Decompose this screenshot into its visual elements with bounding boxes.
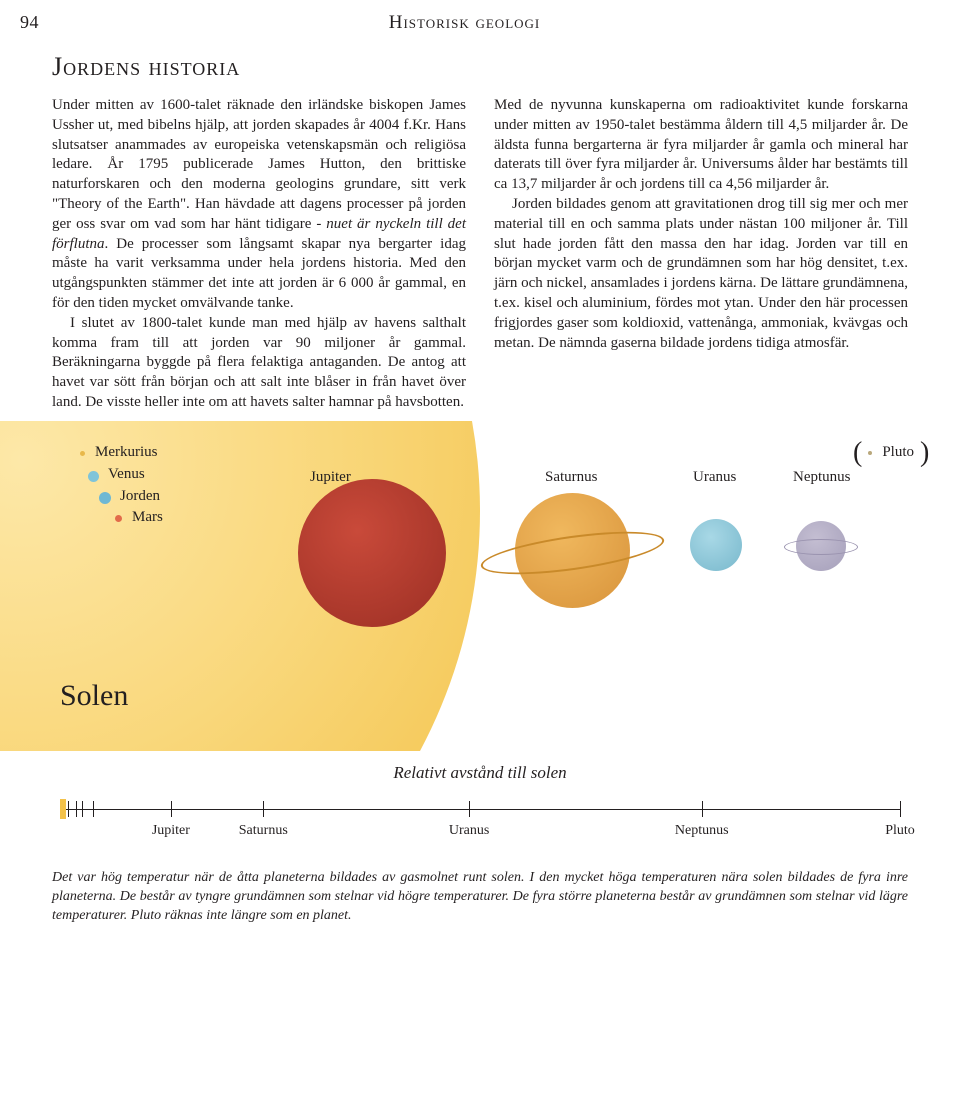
paragraph: Med de nyvunna kunskaperna om radioaktiv…: [494, 96, 908, 195]
paragraph: Under mitten av 1600-talet räknade den i…: [52, 96, 466, 314]
planet-label: Mars: [132, 509, 163, 526]
venus-icon: [88, 471, 99, 482]
axis-label: Saturnus: [239, 823, 288, 839]
page-number: 94: [20, 12, 39, 33]
axis-line: [60, 809, 900, 810]
planet-label: Jupiter: [310, 469, 351, 486]
sun-tick-icon: [60, 799, 66, 819]
pluto-icon: [868, 451, 872, 455]
solar-system-diagram: Merkurius Venus Jorden Mars Jupiter Satu…: [0, 421, 960, 751]
distance-title: Relativt avstånd till solen: [52, 763, 908, 783]
axis-tick: [171, 801, 172, 817]
planet-label: Jorden: [120, 488, 160, 505]
axis-tick: [263, 801, 264, 817]
axis-tick: [900, 801, 901, 817]
running-header: 94 Historisk geologi: [0, 0, 960, 34]
planet-label: Neptunus: [793, 469, 851, 486]
mercury-icon: [80, 451, 85, 456]
mars-icon: [115, 515, 122, 522]
figure-caption: Det var hög temperatur när de åtta plane…: [0, 869, 960, 946]
left-column: Under mitten av 1600-talet räknade den i…: [52, 96, 466, 413]
paragraph: I slutet av 1800-talet kunde man med hjä…: [52, 314, 466, 413]
body-text: Under mitten av 1600-talet räknade den i…: [52, 97, 466, 232]
distance-axis: JupiterSaturnusUranusNeptunusPluto: [60, 799, 900, 849]
earth-icon: [99, 492, 111, 504]
distance-chart: Relativt avstånd till solen Jupiter Satur…: [0, 751, 960, 869]
planet-label: Venus: [108, 466, 145, 483]
sun-label: Solen: [60, 679, 128, 713]
right-column: Med de nyvunna kunskaperna om radioaktiv…: [494, 96, 908, 413]
axis-label: Pluto: [885, 823, 915, 839]
axis-tick: [469, 801, 470, 817]
paragraph: Jorden bildades genom att gravitationen …: [494, 195, 908, 353]
page: 94 Historisk geologi Jordens historia Un…: [0, 0, 960, 945]
axis-tick: [93, 801, 94, 817]
axis-tick: [76, 801, 77, 817]
body-text: . De processer som långsamt skapar nya b…: [52, 236, 466, 311]
axis-tick: [702, 801, 703, 817]
planet-label: Saturnus: [545, 469, 598, 486]
neptune-ring-icon: [784, 539, 858, 555]
planet-label: Merkurius: [95, 444, 158, 461]
body-columns: Under mitten av 1600-talet räknade den i…: [0, 96, 960, 413]
axis-tick: [82, 801, 83, 817]
jupiter-icon: [298, 479, 446, 627]
pluto-group: ( Pluto ): [853, 439, 929, 467]
uranus-icon: [690, 519, 742, 571]
axis-label: Neptunus: [675, 823, 729, 839]
axis-tick: [68, 801, 69, 817]
section-title: Historisk geologi: [39, 12, 890, 34]
axis-label: Uranus: [449, 823, 489, 839]
planet-label: Uranus: [693, 469, 736, 486]
chapter-title: Jordens historia: [52, 52, 960, 82]
paren-open: (: [853, 439, 862, 467]
paren-close: ): [920, 439, 929, 467]
planet-label: Pluto: [882, 444, 914, 461]
axis-label: Jupiter: [152, 823, 190, 839]
